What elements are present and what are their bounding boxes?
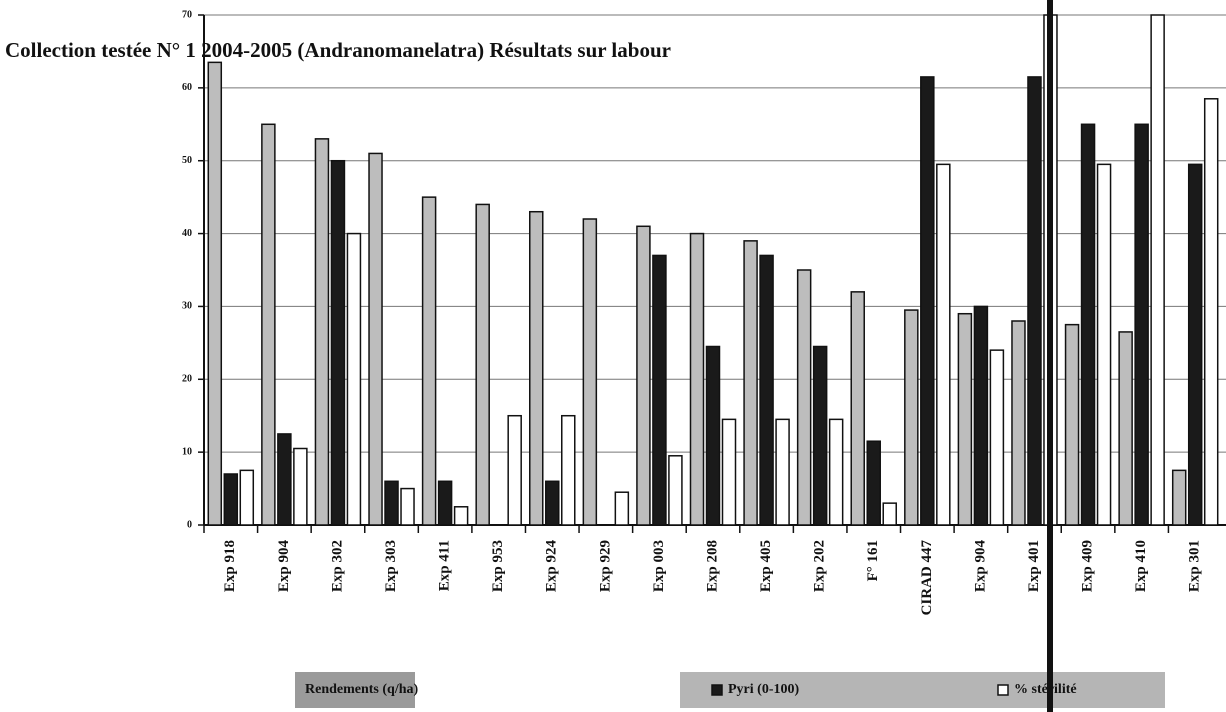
bar	[636, 225, 651, 526]
bar	[705, 345, 721, 526]
y-tick-label: 20	[182, 374, 192, 385]
bar	[904, 309, 919, 526]
x-tick-label: Exp 202	[812, 540, 828, 592]
bar	[582, 218, 598, 526]
bar	[1187, 163, 1203, 526]
bar	[1134, 123, 1149, 526]
bar	[828, 418, 844, 526]
bar	[1150, 14, 1165, 526]
legend-swatch	[997, 684, 1009, 696]
bar	[1171, 469, 1187, 526]
bar	[368, 152, 383, 526]
x-tick-label: Exp 401	[1026, 540, 1042, 592]
bar	[668, 455, 683, 526]
bar	[1080, 123, 1096, 526]
bar	[561, 414, 576, 526]
chart-title: Collection testée N° 1 2004-2005 (Andran…	[5, 38, 671, 62]
y-tick-label: 60	[182, 82, 192, 93]
bar	[400, 487, 415, 526]
bar	[775, 418, 790, 526]
bar	[437, 480, 453, 526]
x-tick-label: Exp 924	[544, 540, 560, 593]
bar	[882, 502, 897, 526]
x-tick-label: Exp 003	[651, 540, 667, 592]
bar	[989, 349, 1005, 526]
bar	[293, 447, 308, 526]
x-tick-label: Exp 904	[972, 540, 988, 593]
y-tick-label: 30	[182, 301, 192, 312]
bar	[973, 305, 989, 526]
x-tick-label: Exp 411	[437, 540, 453, 591]
bar	[421, 196, 437, 526]
x-tick-label: Exp 929	[597, 540, 613, 592]
y-tick-label: 70	[182, 9, 192, 20]
bar	[652, 254, 667, 526]
bar	[689, 232, 705, 526]
legend-box	[295, 672, 415, 708]
bar	[277, 433, 292, 526]
x-tick-label: Exp 303	[383, 540, 399, 592]
legend-swatch	[711, 684, 723, 696]
bar	[239, 469, 255, 526]
bar	[330, 159, 346, 526]
x-tick-label: Exp 208	[704, 540, 720, 592]
bar	[314, 138, 330, 526]
bar	[507, 414, 522, 526]
bar	[1203, 98, 1219, 526]
bar	[1027, 76, 1042, 526]
x-tick-label: Exp 301	[1187, 540, 1203, 592]
bar	[453, 506, 469, 526]
bar	[384, 480, 399, 526]
y-tick-label: 50	[182, 155, 192, 166]
bar	[936, 163, 951, 526]
bar	[812, 345, 828, 526]
bar	[223, 473, 239, 526]
bar	[207, 61, 223, 526]
bar	[529, 210, 544, 526]
bar	[721, 418, 737, 526]
bar	[1096, 163, 1112, 526]
y-tick-label: 10	[182, 446, 192, 457]
x-tick-label: CIRAD 447	[919, 540, 935, 616]
bar	[796, 269, 812, 526]
legend-box	[680, 672, 1165, 708]
x-tick-label: Exp 410	[1133, 540, 1149, 592]
x-tick-label: Exp 409	[1079, 540, 1095, 592]
x-tick-label: Exp 918	[222, 540, 238, 592]
plot: 0 10 20 30 40 50 60 70 Exp 918 Exp 904 Exp 302 Exp …	[182, 9, 1226, 615]
x-tick-label: Exp 302	[329, 540, 345, 592]
y-tick-label: 0	[187, 519, 192, 530]
bar	[475, 203, 490, 526]
bar	[545, 480, 560, 526]
bar	[866, 440, 881, 526]
bar	[261, 123, 276, 526]
x-tick-label: F° 161	[865, 540, 881, 581]
bar	[850, 291, 865, 526]
bar	[759, 254, 774, 526]
bar	[346, 232, 362, 526]
legend-label: % stérilité	[1014, 682, 1077, 697]
bar	[957, 312, 973, 526]
legend-label: Rendements (q/ha)	[305, 682, 419, 697]
bar	[1118, 331, 1133, 526]
x-tick-label: Exp 904	[276, 540, 292, 593]
bar	[1011, 320, 1026, 526]
y-tick-label: 40	[182, 228, 192, 239]
legend-label: Pyri (0-100)	[728, 682, 799, 697]
bar	[1064, 323, 1080, 526]
bar	[743, 240, 758, 526]
bar	[920, 76, 935, 526]
x-tick-label: Exp 953	[490, 540, 506, 592]
bar	[614, 491, 630, 526]
x-tick-label: Exp 405	[758, 540, 774, 592]
